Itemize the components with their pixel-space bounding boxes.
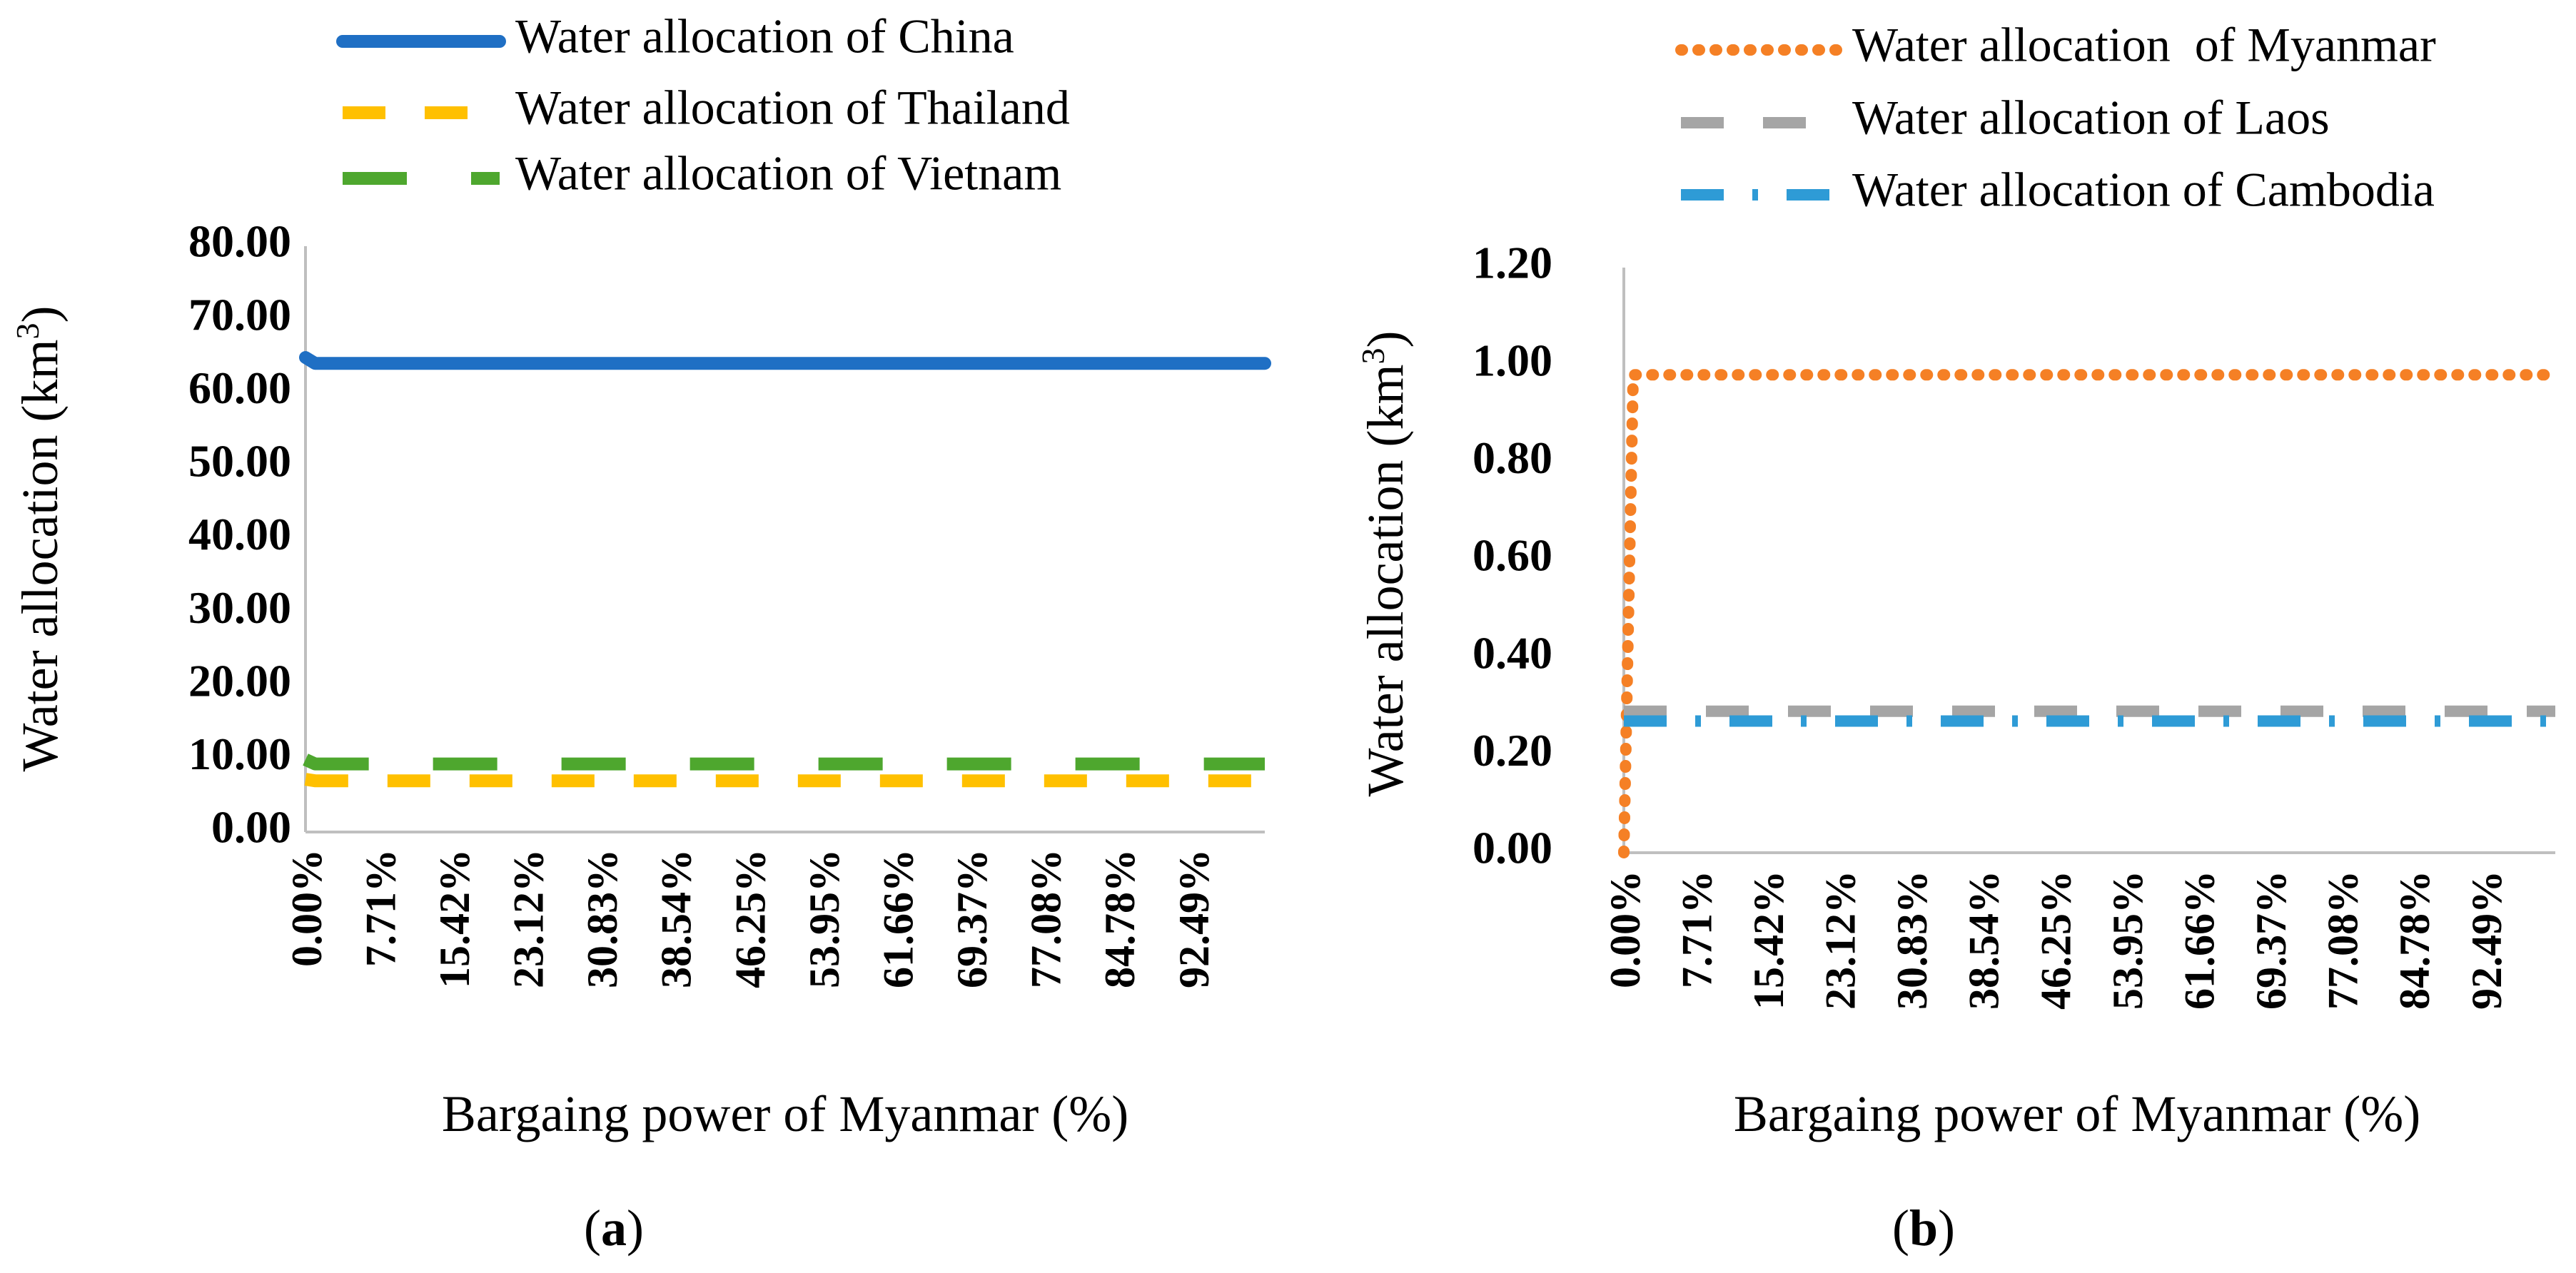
y-tick-label: 20.00 bbox=[188, 655, 291, 706]
y-axis-title-close: ) bbox=[1357, 331, 1414, 348]
x-tick-label: 30.83% bbox=[1889, 871, 1936, 1010]
y-tick-label: 0.00 bbox=[211, 802, 291, 853]
panel-label-open: ( bbox=[584, 1200, 601, 1257]
panel-label-letter: a bbox=[601, 1200, 627, 1257]
legend-label: Water allocation of Vietnam bbox=[515, 146, 1061, 201]
x-tick-label: 53.95% bbox=[801, 849, 848, 988]
y-tick-label: 70.00 bbox=[188, 289, 291, 340]
y-tick-label: 30.00 bbox=[188, 582, 291, 633]
y-axis-title-close: ) bbox=[11, 306, 69, 323]
x-tick-label: 7.71% bbox=[1673, 871, 1720, 988]
y-tick-label: 0.40 bbox=[1473, 627, 1552, 678]
y-axis-title: Water allocation (km3) bbox=[1355, 331, 1414, 797]
x-tick-label: 38.54% bbox=[653, 849, 700, 988]
chart-panel-b: Water allocation of Myanmar Water allocat… bbox=[1355, 18, 2561, 1257]
x-tick-label: 46.25% bbox=[727, 849, 774, 988]
legend-label: Water allocation of China bbox=[515, 9, 1014, 64]
y-tick-label: 0.80 bbox=[1473, 432, 1552, 483]
x-tick-label: 53.95% bbox=[2104, 871, 2151, 1010]
x-tick-label: 92.49% bbox=[2463, 871, 2510, 1010]
y-tick-label: 40.00 bbox=[188, 509, 291, 559]
legend-label: Water allocation of Cambodia bbox=[1852, 163, 2435, 217]
legend-label: Water allocation of Myanmar bbox=[1852, 18, 2436, 72]
panel-label: (a) bbox=[584, 1200, 644, 1257]
y-axis-title-sup: 3 bbox=[9, 323, 46, 340]
series-line-1 bbox=[1618, 369, 2561, 858]
x-tick-label: 92.49% bbox=[1171, 849, 1218, 988]
x-tick-label: 15.42% bbox=[431, 849, 478, 988]
chart-panel-a: Water allocation of China Water allocatio… bbox=[9, 9, 1271, 1257]
legend-item: Water allocation of China bbox=[336, 9, 1014, 64]
panel-label: (b) bbox=[1892, 1200, 1955, 1257]
x-tick-label: 84.78% bbox=[1096, 849, 1143, 988]
panel-label-close: ) bbox=[1938, 1200, 1955, 1257]
legend-label: Water allocation of Laos bbox=[1852, 91, 2330, 145]
series-line-2 bbox=[304, 773, 1265, 788]
y-tick-label: 80.00 bbox=[188, 216, 291, 267]
legend-item: Water allocation of Thailand bbox=[343, 81, 1070, 135]
panel-label-letter: b bbox=[1909, 1200, 1938, 1257]
x-tick-label: 77.08% bbox=[2320, 871, 2367, 1010]
legend-item: Water allocation of Laos bbox=[1681, 91, 2330, 145]
y-tick-label: 50.00 bbox=[188, 436, 291, 487]
x-tick-label: 0.00% bbox=[1602, 871, 1649, 988]
legend-item: Water allocation of Cambodia bbox=[1681, 163, 2435, 217]
x-tick-label: 46.25% bbox=[2032, 871, 2079, 1010]
y-tick-label: 1.00 bbox=[1473, 335, 1552, 385]
x-tick-label: 61.66% bbox=[2176, 871, 2223, 1010]
y-axis-title-text: Water allocation (km bbox=[11, 340, 69, 772]
x-tick-label: 15.42% bbox=[1745, 871, 1792, 1010]
legend-label: Water allocation of Thailand bbox=[515, 81, 1070, 135]
panel-label-close: ) bbox=[627, 1200, 644, 1257]
y-tick-label: 1.20 bbox=[1473, 238, 1552, 288]
series-line-1 bbox=[299, 351, 1271, 370]
x-tick-label: 61.66% bbox=[874, 849, 921, 988]
y-tick-label: 10.00 bbox=[188, 729, 291, 779]
x-tick-label: 30.83% bbox=[579, 849, 626, 988]
x-tick-label: 7.71% bbox=[357, 849, 404, 967]
y-axis-title-sup: 3 bbox=[1355, 348, 1391, 365]
x-tick-label: 69.37% bbox=[949, 849, 996, 988]
y-axis-title-text: Water allocation (km bbox=[1357, 365, 1414, 797]
legend-item: Water allocation of Vietnam bbox=[343, 146, 1061, 201]
x-tick-label: 23.12% bbox=[505, 849, 552, 988]
y-tick-label: 0.60 bbox=[1473, 530, 1552, 581]
x-tick-label: 23.12% bbox=[1817, 871, 1864, 1010]
y-axis-title: Water allocation (km3) bbox=[9, 306, 69, 772]
x-tick-label: 77.08% bbox=[1023, 849, 1070, 988]
x-axis-title: Bargaing power of Myanmar (%) bbox=[1734, 1085, 2420, 1142]
y-tick-label: 0.20 bbox=[1473, 725, 1552, 776]
series-line-3 bbox=[303, 754, 1265, 771]
x-tick-label: 69.37% bbox=[2248, 871, 2295, 1010]
legend-item: Water allocation of Myanmar bbox=[1675, 18, 2436, 72]
panel-label-open: ( bbox=[1892, 1200, 1909, 1257]
y-tick-label: 60.00 bbox=[188, 362, 291, 413]
x-tick-label: 0.00% bbox=[283, 849, 330, 967]
x-axis-title: Bargaing power of Myanmar (%) bbox=[442, 1085, 1128, 1142]
x-tick-label: 38.54% bbox=[1961, 871, 2008, 1010]
y-tick-label: 0.00 bbox=[1473, 823, 1552, 873]
x-tick-label: 84.78% bbox=[2391, 871, 2438, 1010]
